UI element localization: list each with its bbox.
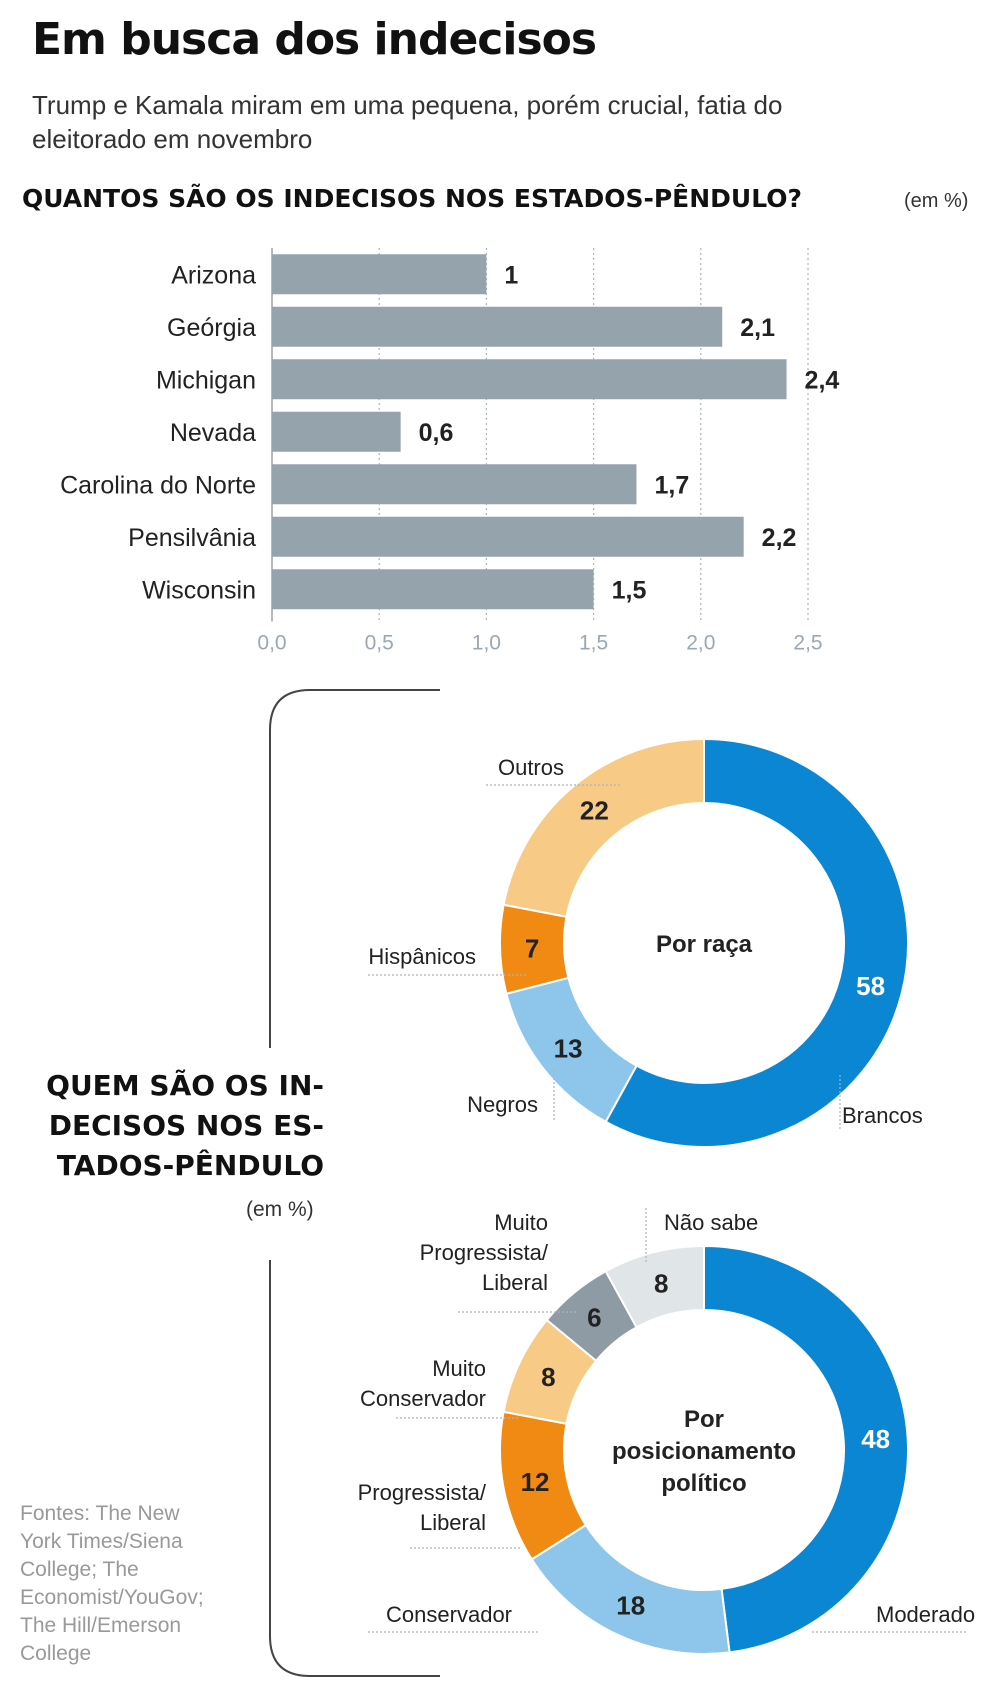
category-label: Carolina do Norte (60, 471, 256, 499)
category-label: Arizona (171, 261, 256, 289)
bar-value-label: 2,4 (805, 366, 840, 394)
category-label: Wisconsin (142, 576, 256, 604)
slice-value-label: 8 (654, 1268, 668, 1298)
slice-category-label: Negros (467, 1092, 538, 1117)
donut-politics-chart: 48 18 12 8 6 8 Moderado Conservador Progressista… (358, 1208, 975, 1655)
bar-value-label: 2,2 (762, 524, 797, 552)
x-tick-label: 1,5 (579, 632, 608, 655)
donut-center-label: Por posicionamento político (612, 1406, 796, 1497)
bar-value-label: 1,5 (612, 576, 647, 604)
chart-subtitle: Trump e Kamala miram em uma pequena, por… (32, 90, 783, 154)
bar (272, 516, 744, 557)
donut-section-title: QUEM SÃO OS IN-DECISOS NOS ES-TADOS-PÊND… (46, 1069, 324, 1182)
bar-value-label: 1 (504, 261, 518, 289)
slice-value-label: 7 (525, 933, 539, 963)
slice-category-label: Conservador (386, 1602, 512, 1627)
bar (272, 359, 787, 400)
donut-section-unit: (em %) (246, 1198, 314, 1221)
donut-slice (530, 1523, 731, 1655)
category-label: Pensilvânia (128, 524, 256, 552)
slice-category-label: Muito Progressista/Liberal (420, 1210, 549, 1295)
bar-value-label: 0,6 (419, 419, 454, 447)
slice-value-label: 22 (580, 795, 609, 825)
x-tick-label: 0,5 (365, 632, 394, 655)
chart-title: Em busca dos indecisos (32, 14, 597, 65)
bar-value-label: 1,7 (654, 471, 689, 499)
slice-category-label: Outros (498, 755, 564, 780)
bar (272, 464, 637, 505)
slice-category-label: Progressista/Liberal (358, 1480, 487, 1535)
category-label: Geórgia (167, 314, 256, 342)
bar-section-unit: (em %) (904, 190, 969, 212)
bar-value-label: 2,1 (740, 314, 775, 342)
slice-value-label: 8 (541, 1362, 555, 1392)
donut-race-chart: 58 13 7 22 Brancos Negros Hispânicos Outros Por … (368, 737, 923, 1148)
slice-value-label: 12 (521, 1467, 550, 1497)
slice-value-label: 13 (554, 1033, 583, 1063)
bar (272, 306, 723, 347)
category-label: Michigan (156, 366, 256, 394)
bar-section-title: QUANTOS SÃO OS INDECISOS NOS ESTADOS-PÊN… (22, 184, 802, 213)
slice-category-label: Muito Conservador (360, 1356, 486, 1411)
x-tick-label: 2,0 (686, 632, 715, 655)
donut-slice (604, 737, 909, 1148)
slice-value-label: 6 (587, 1302, 601, 1332)
donut-slice (502, 737, 705, 918)
x-tick-label: 0,0 (257, 632, 286, 655)
bar-chart: 0,0 0,5 1,0 1,5 2,0 2,5 Arizona 1 Geórgia 2,1 Mich… (60, 248, 839, 655)
slice-value-label: 48 (861, 1424, 890, 1454)
x-tick-label: 2,5 (793, 632, 822, 655)
donut-slice (703, 1244, 909, 1654)
section-bracket (269, 689, 440, 1677)
bar (272, 411, 401, 452)
donut-center-label: Por raça (656, 931, 753, 958)
slice-category-label: Brancos (842, 1103, 923, 1128)
sources-note: Fontes: The New York Times/Siena College… (20, 1502, 204, 1665)
donut-slice (604, 1244, 705, 1329)
x-tick-label: 1,0 (472, 632, 501, 655)
slice-value-label: 58 (856, 971, 885, 1001)
slice-value-label: 18 (616, 1591, 645, 1621)
slice-category-label: Não sabe (664, 1210, 758, 1235)
bar (272, 569, 594, 610)
slice-category-label: Hispânicos (368, 944, 476, 969)
bar (272, 254, 487, 295)
slice-category-label: Moderado (876, 1602, 975, 1627)
category-label: Nevada (170, 419, 256, 447)
